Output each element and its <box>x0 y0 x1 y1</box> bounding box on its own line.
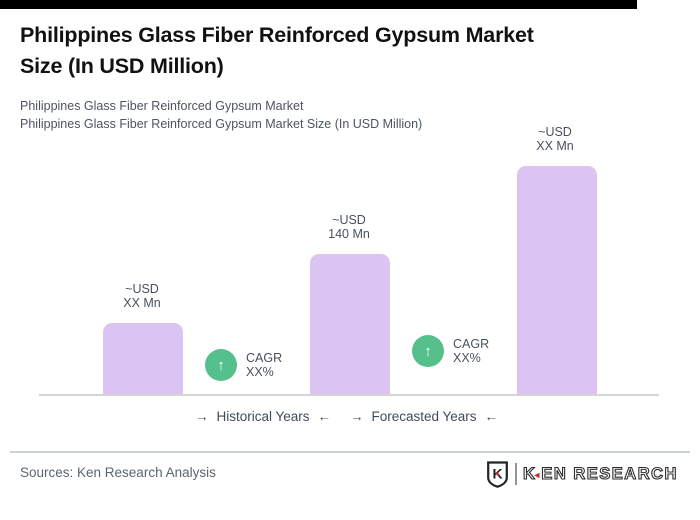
sources-text: Sources: Ken Research Analysis <box>20 465 216 480</box>
top-accent-bar <box>0 0 637 9</box>
page-subtitle: Philippines Glass Fiber Reinforced Gypsu… <box>20 97 660 133</box>
axis-baseline <box>39 394 659 396</box>
up-arrow-icon: ↑ <box>412 335 444 367</box>
shield-icon: K <box>487 460 508 488</box>
left-arrow-icon: ← <box>484 409 499 424</box>
axis-group-label: Historical Years <box>216 409 310 424</box>
bar3-label-line2: XX Mn <box>536 139 574 153</box>
bar-value-label: ~USD XX Mn <box>82 282 202 310</box>
page-title-line1: Philippines Glass Fiber Reinforced Gypsu… <box>20 23 534 47</box>
cagr-label-line1: CAGR <box>453 337 490 351</box>
bar-historical-1 <box>103 323 183 396</box>
logo-divider <box>515 463 517 485</box>
bar1-label-line1: ~USD <box>125 282 159 296</box>
subtitle-line2: Philippines Glass Fiber Reinforced Gypsu… <box>20 117 423 131</box>
up-arrow-glyph: ↑ <box>424 342 432 360</box>
page-title: Philippines Glass Fiber Reinforced Gypsu… <box>20 20 680 82</box>
axis-group-historical: → Historical Years ← <box>178 409 348 424</box>
cagr-badge: ↑ CAGR XX% <box>205 349 282 381</box>
bar-historical-2 <box>310 254 390 396</box>
page-title-line2: Size (In USD Million) <box>20 54 224 78</box>
bar2-label-line1: ~USD <box>332 213 366 227</box>
cagr-label-line1: CAGR <box>246 351 283 365</box>
logo-text: K ◄ EN RESEARCH <box>522 464 678 484</box>
bar-value-label: ~USD XX Mn <box>495 125 615 153</box>
right-arrow-icon: → <box>349 409 364 424</box>
cagr-label: CAGR XX% <box>453 337 489 365</box>
axis-group-forecasted: → Forecasted Years ← <box>339 409 509 424</box>
cagr-label: CAGR XX% <box>246 351 282 379</box>
bar2-label-line2: 140 Mn <box>328 227 370 241</box>
right-arrow-icon: → <box>194 409 209 424</box>
logo-letters-rest: EN RESEARCH <box>541 464 678 483</box>
cagr-label-line2: XX% <box>453 351 481 365</box>
logo-red-wedge-icon: ◄ <box>532 469 542 480</box>
logo-letter-k: K <box>522 464 537 483</box>
left-arrow-icon: ← <box>317 409 332 424</box>
ken-research-logo: K K ◄ EN RESEARCH <box>486 460 678 488</box>
bar-forecast <box>517 166 597 396</box>
axis-group-label: Forecasted Years <box>371 409 477 424</box>
bar3-label-line1: ~USD <box>538 125 572 139</box>
up-arrow-glyph: ↑ <box>217 356 225 374</box>
cagr-badge: ↑ CAGR XX% <box>412 335 489 367</box>
bar1-label-line2: XX Mn <box>123 296 161 310</box>
footer-divider <box>10 451 690 453</box>
subtitle-line1: Philippines Glass Fiber Reinforced Gypsu… <box>20 99 304 113</box>
cagr-label-line2: XX% <box>246 365 274 379</box>
bar-value-label: ~USD 140 Mn <box>289 213 409 241</box>
up-arrow-icon: ↑ <box>205 349 237 381</box>
